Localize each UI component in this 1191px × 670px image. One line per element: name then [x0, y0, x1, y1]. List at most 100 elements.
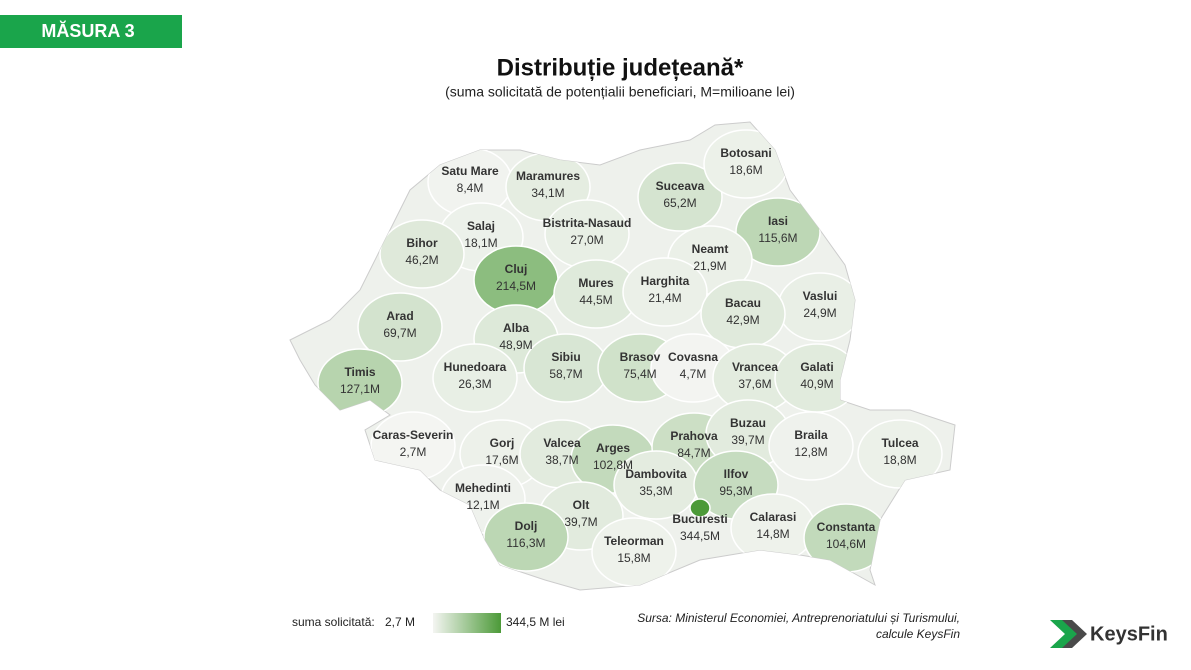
county-name: Dambovita: [625, 467, 687, 481]
county-name: Constanta: [817, 520, 876, 534]
county-value: 21,4M: [648, 291, 681, 305]
county-value: 40,9M: [800, 377, 833, 391]
county-value: 14,8M: [756, 527, 789, 541]
badge: MĂSURA 3: [41, 20, 134, 41]
county-name: Bucuresti: [672, 512, 727, 526]
county-value: 39,7M: [731, 433, 764, 447]
county-name: Prahova: [670, 429, 718, 443]
county-value: 69,7M: [383, 326, 416, 340]
county-value: 24,9M: [803, 306, 836, 320]
county-value: 12,1M: [466, 498, 499, 512]
county-name: Maramures: [516, 169, 580, 183]
county-name: Valcea: [543, 436, 581, 450]
county-name: Calarasi: [750, 510, 797, 524]
county-value: 18,1M: [464, 236, 497, 250]
legend-gradient: [433, 613, 501, 633]
county: [735, 197, 821, 267]
title: Distribuție județeană*: [497, 54, 744, 81]
county-name: Dolj: [515, 519, 538, 533]
county-value: 26,3M: [458, 377, 491, 391]
county-name: Salaj: [467, 219, 495, 233]
county-name: Teleorman: [604, 534, 664, 548]
county-value: 2,7M: [400, 445, 427, 459]
legend-max: 344,5 M lei: [506, 615, 565, 629]
county-value: 46,2M: [405, 253, 438, 267]
county-name: Sibiu: [551, 350, 580, 364]
county-value: 116,3M: [506, 536, 545, 550]
county-value: 38,7M: [545, 453, 578, 467]
county-value: 104,6M: [826, 537, 866, 551]
county: [689, 498, 711, 518]
county-value: 44,5M: [579, 293, 612, 307]
county-name: Buzau: [730, 416, 766, 430]
county-value: 18,6M: [729, 163, 762, 177]
county-value: 34,1M: [531, 186, 564, 200]
county-name: Gorj: [490, 436, 515, 450]
county-name: Vaslui: [803, 289, 838, 303]
county-value: 214,5M: [496, 279, 536, 293]
county-name: Olt: [573, 498, 590, 512]
county: [768, 411, 854, 481]
county: [379, 219, 465, 289]
county-name: Caras-Severin: [373, 428, 454, 442]
county: [857, 419, 943, 489]
county-value: 115,6M: [758, 231, 797, 245]
county-name: Covasna: [668, 350, 718, 364]
county-value: 42,9M: [726, 313, 759, 327]
county-name: Satu Mare: [441, 164, 499, 178]
legend-min: 2,7 M: [385, 615, 415, 629]
county-name: Arad: [386, 309, 413, 323]
subtitle: (suma solicitată de potențialii benefici…: [445, 84, 795, 100]
county: [483, 502, 569, 572]
county-name: Tulcea: [881, 436, 918, 450]
county: [622, 257, 708, 327]
county-value: 344,5M: [680, 529, 720, 543]
county-value: 39,7M: [564, 515, 597, 529]
county-value: 58,7M: [549, 367, 582, 381]
county-value: 127,1M: [340, 382, 380, 396]
county-name: Bihor: [406, 236, 438, 250]
county: [432, 343, 518, 413]
county-name: Timis: [344, 365, 375, 379]
county-value: 15,8M: [617, 551, 650, 565]
county-value: 12,8M: [794, 445, 827, 459]
county-name: Harghita: [641, 274, 690, 288]
source: calcule KeysFin: [876, 627, 960, 641]
county-value: 27,0M: [570, 233, 603, 247]
county-value: 21,9M: [693, 259, 726, 273]
county-name: Bacau: [725, 296, 761, 310]
county-name: Alba: [503, 321, 529, 335]
county-value: 37,6M: [738, 377, 771, 391]
county-value: 4,7M: [680, 367, 707, 381]
county-name: Bistrita-Nasaud: [543, 216, 632, 230]
county-name: Brasov: [620, 350, 661, 364]
county-name: Galati: [800, 360, 833, 374]
county-name: Mures: [578, 276, 614, 290]
county-name: Neamt: [692, 242, 729, 256]
county: [357, 292, 443, 362]
legend-title: suma solicitată:: [292, 615, 375, 629]
county-value: 95,3M: [719, 484, 752, 498]
county-value: 48,9M: [499, 338, 532, 352]
logo: KeysFin: [1090, 623, 1168, 645]
county-name: Braila: [794, 428, 828, 442]
county-value: 18,8M: [883, 453, 916, 467]
county-value: 35,3M: [639, 484, 672, 498]
county-name: Mehedinti: [455, 481, 511, 495]
county-name: Cluj: [505, 262, 528, 276]
badge-bg: [0, 15, 182, 48]
county-value: 84,7M: [677, 446, 710, 460]
county-name: Arges: [596, 441, 630, 455]
logo-icon: [1062, 620, 1087, 648]
county-name: Ilfov: [724, 467, 749, 481]
county-value: 102,8M: [593, 458, 633, 472]
county-value: 65,2M: [663, 196, 696, 210]
source: Sursa: Ministerul Economiei, Antreprenor…: [637, 611, 960, 625]
county-value: 75,4M: [623, 367, 656, 381]
county-name: Hunedoara: [444, 360, 507, 374]
county: [637, 162, 723, 232]
county-name: Vrancea: [732, 360, 778, 374]
county-name: Botosani: [720, 146, 771, 160]
